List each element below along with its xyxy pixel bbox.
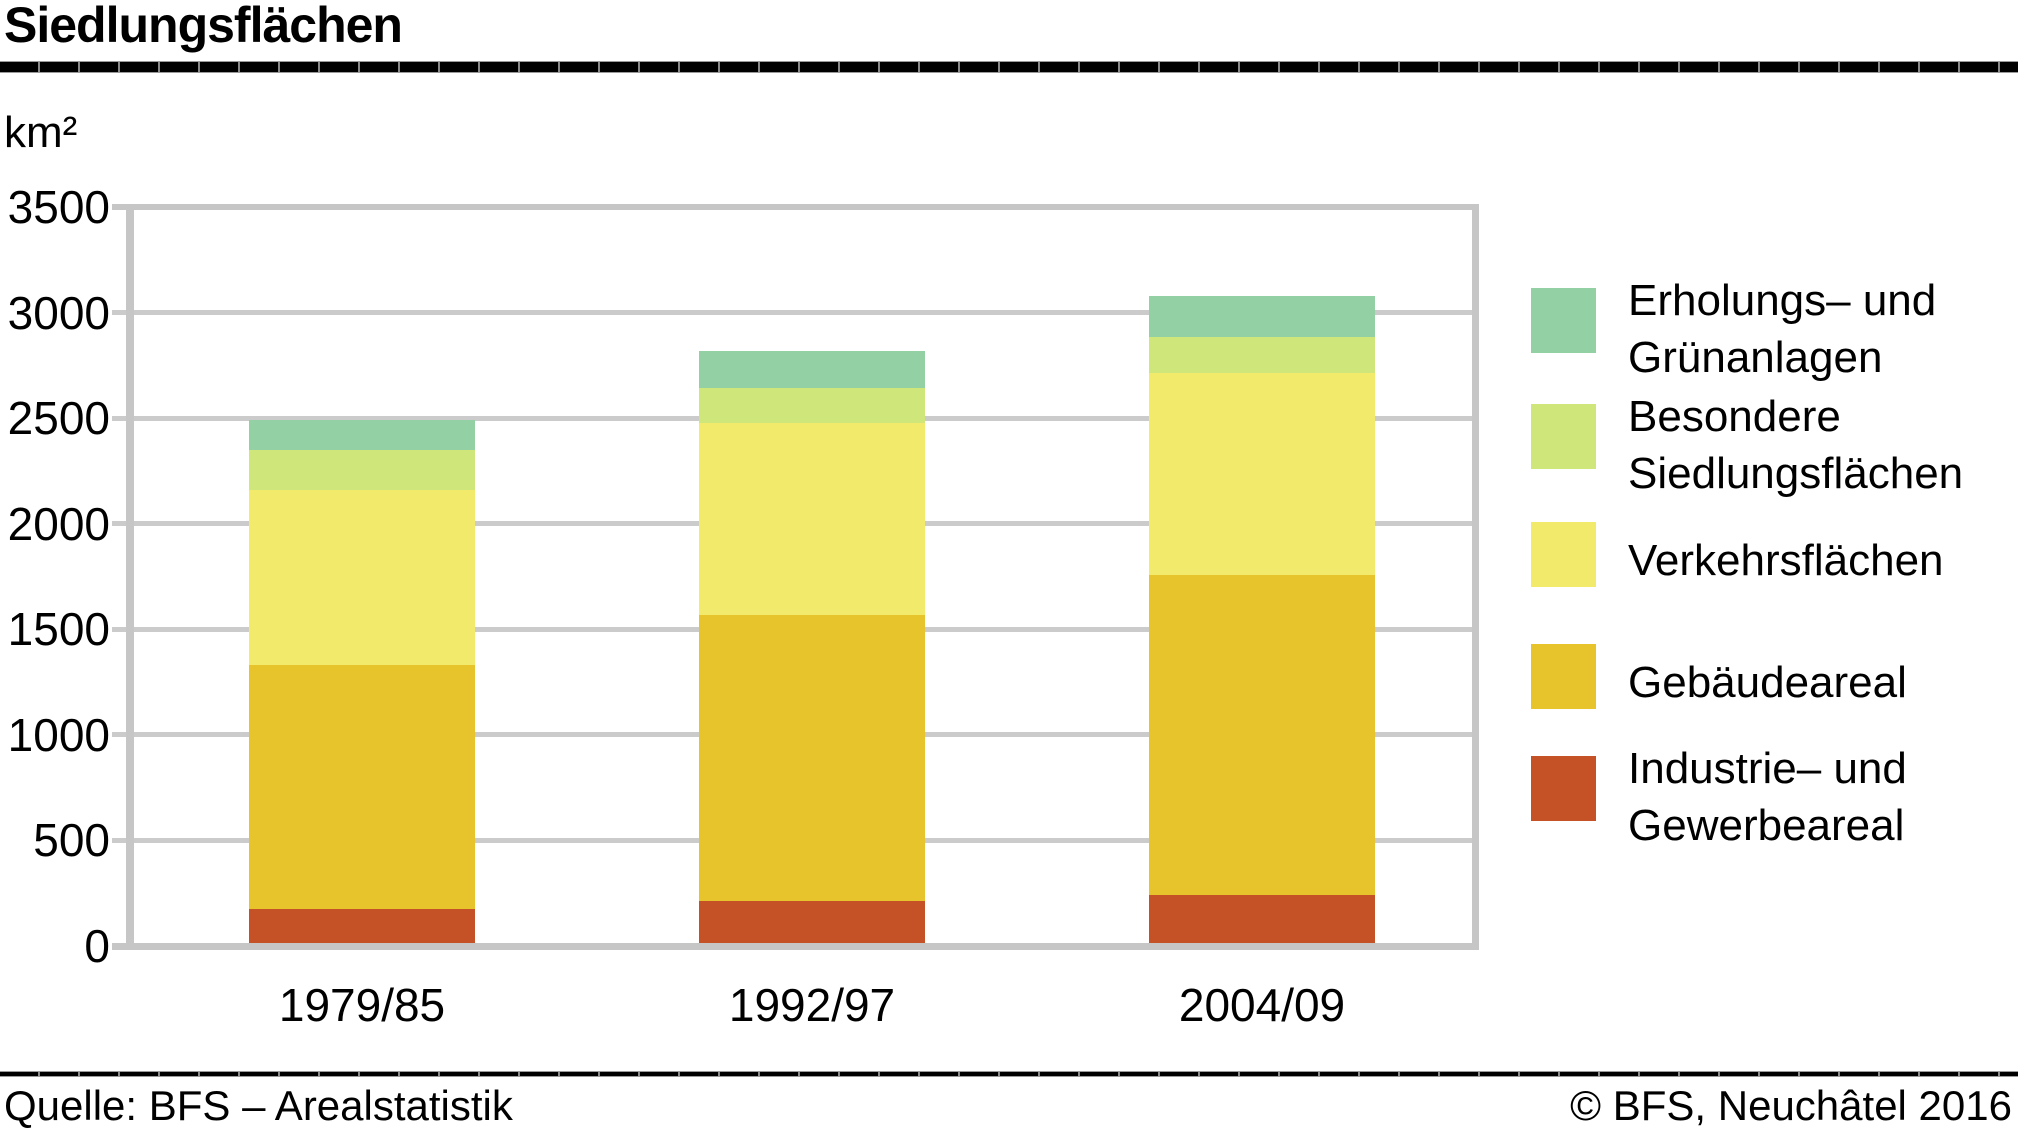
y-tick-label-500: 500 (33, 814, 110, 866)
bar-segment-2004-09-verkehrsflächen (1149, 373, 1375, 575)
legend-swatch-2 (1531, 404, 1596, 469)
bar-segment-1992-97-besondere (699, 388, 925, 423)
legend-label-2: Besondere Siedlungsflächen (1628, 392, 1964, 498)
legend-label-5: Industrie– und Gewerbeareal (1628, 744, 1907, 850)
bar-segment-1979-85-erholungs– (249, 420, 475, 450)
bar-segment-2004-09-erholungs– (1149, 296, 1375, 337)
x-axis-label-1992-97: 1992/97 (728, 979, 896, 1031)
bar-segment-1979-85-industrie– (249, 909, 475, 946)
bar-segment-1992-97-gebäudeareal (699, 615, 925, 901)
legend-label-3: Verkehrsflächen (1628, 536, 1944, 585)
gridline-3000 (112, 310, 1479, 315)
bar-segment-2004-09-industrie– (1149, 895, 1375, 946)
y-tick-label-1000: 1000 (7, 709, 110, 761)
bar-segment-1979-85-gebäudeareal (249, 665, 475, 909)
bar-segment-1992-97-verkehrsflächen (699, 423, 925, 615)
y-tick-label-3500: 3500 (7, 181, 110, 233)
y-tick-label-0: 0 (84, 920, 110, 972)
x-axis-label-2004-09: 2004/09 (1178, 979, 1346, 1031)
y-tick-label-2500: 2500 (7, 392, 110, 444)
x-axis-label-1979-85: 1979/85 (278, 979, 446, 1031)
legend-label-1: Erholungs– und Grünanlagen (1628, 276, 1937, 382)
bar-segment-2004-09-besondere (1149, 337, 1375, 373)
footer-copyright: © BFS, Neuchâtel 2016 (1570, 1082, 2012, 1129)
legend-swatch-4 (1531, 644, 1596, 709)
legend-swatch-3 (1531, 522, 1596, 587)
bar-segment-2004-09-gebäudeareal (1149, 575, 1375, 895)
y-tick-label-2000: 2000 (7, 498, 110, 550)
gridline-0 (112, 943, 1479, 950)
gridline-3500 (112, 204, 1479, 210)
footer-rule (0, 1071, 2018, 1077)
y-axis-line (126, 204, 134, 950)
bar-segment-1979-85-besondere (249, 450, 475, 490)
legend-swatch-1 (1531, 288, 1596, 353)
page-title: Siedlungsflächen (4, 0, 403, 53)
plot-right-frame (1472, 204, 1479, 950)
bar-segment-1992-97-erholungs– (699, 351, 925, 388)
y-axis-unit-label: km² (4, 108, 78, 157)
bar-segment-1979-85-verkehrsflächen (249, 490, 475, 665)
legend-swatch-5 (1531, 756, 1596, 821)
legend-label-4: Gebäudeareal (1628, 658, 1907, 707)
title-rule (0, 61, 2018, 73)
bar-segment-1992-97-industrie– (699, 901, 925, 946)
footer-source: Quelle: BFS – Arealstatistik (4, 1082, 513, 1129)
y-tick-label-1500: 1500 (7, 603, 110, 655)
y-tick-label-3000: 3000 (7, 287, 110, 339)
